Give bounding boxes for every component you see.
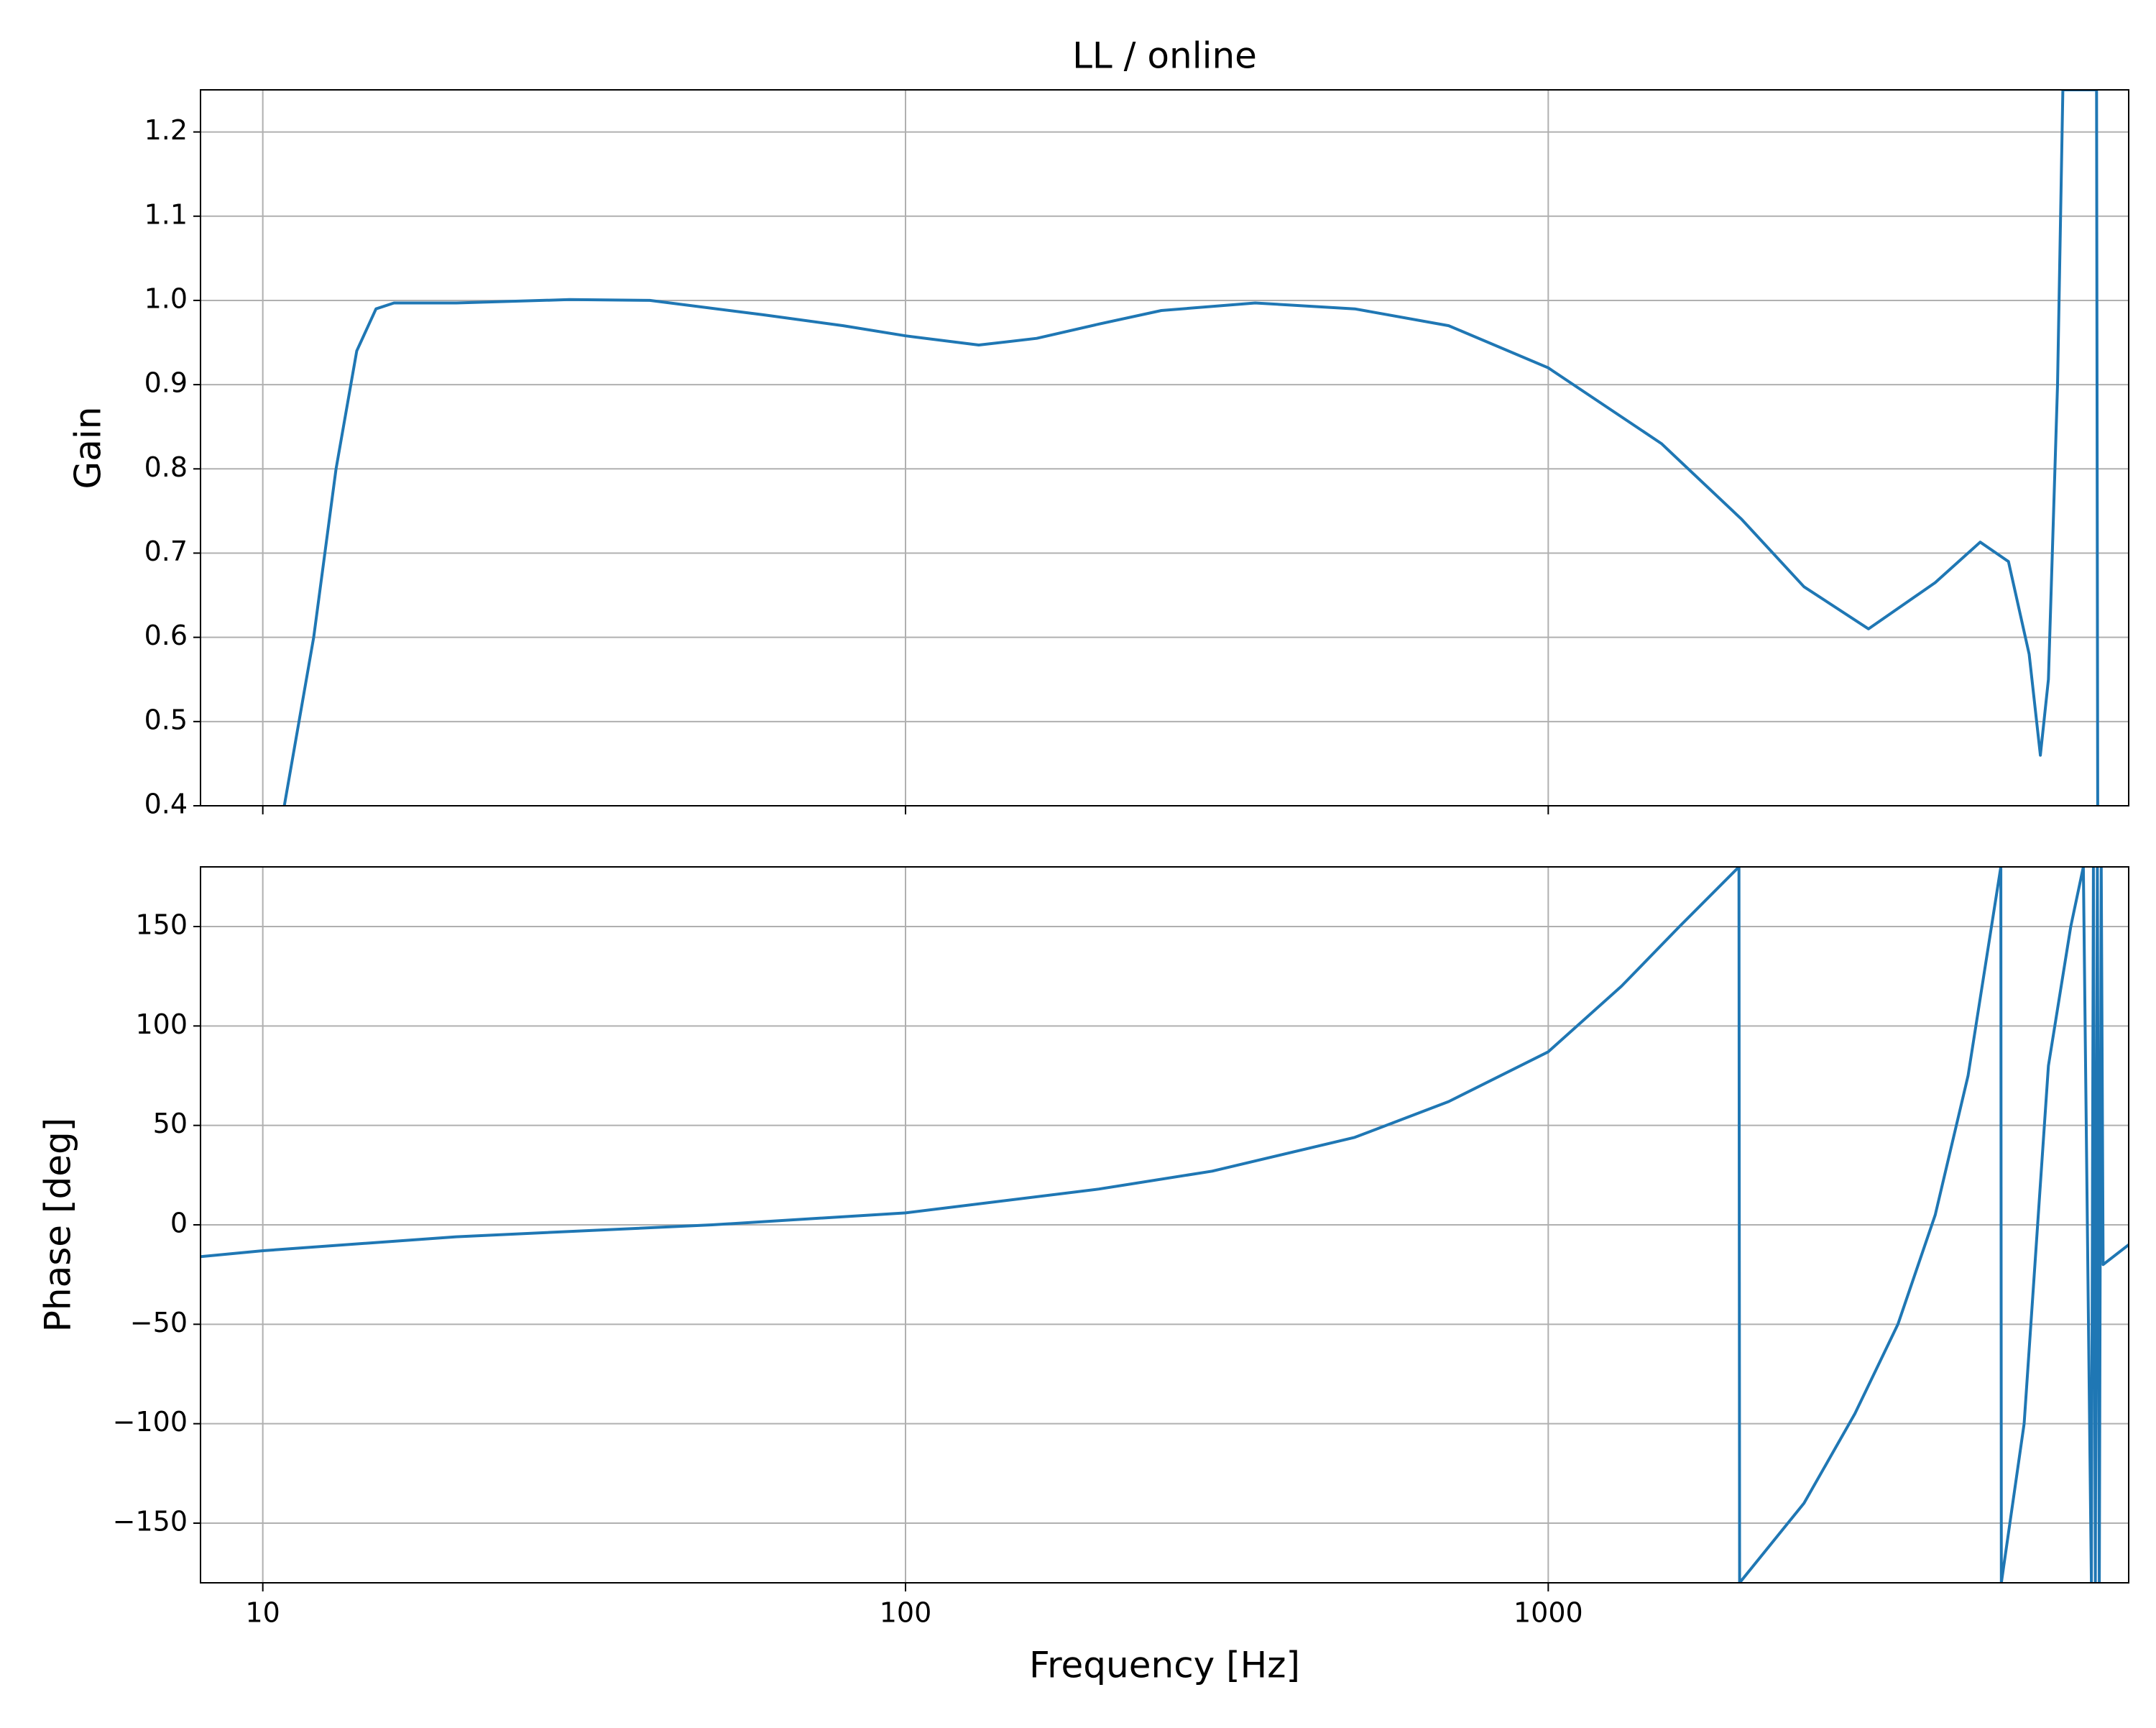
y-tick-label: 0.7 — [144, 536, 188, 567]
y-tick-label: −50 — [130, 1307, 188, 1338]
x-tick-label: 1000 — [1514, 1597, 1583, 1629]
line — [282, 90, 2099, 806]
y-axis-label: Phase [deg] — [37, 1118, 79, 1332]
y-tick-label: 0.6 — [144, 620, 188, 651]
y-tick-label: 150 — [135, 909, 188, 941]
y-tick-label: 0.8 — [144, 451, 188, 483]
y-tick-label: −150 — [113, 1506, 188, 1538]
x-tick-label: 100 — [880, 1597, 932, 1629]
y-tick-label: −100 — [113, 1406, 188, 1438]
y-tick-label: 50 — [153, 1108, 188, 1139]
axes-frame — [200, 866, 2129, 1584]
y-tick-label: 0.9 — [144, 367, 188, 399]
y-tick-label: 1.0 — [144, 282, 188, 314]
line — [201, 867, 2129, 1583]
y-tick-label: 0.4 — [144, 789, 188, 820]
y-tick-label: 1.2 — [144, 114, 188, 146]
y-tick-label: 1.1 — [144, 198, 188, 230]
x-tick-label: 10 — [245, 1597, 280, 1629]
y-tick-label: 0.5 — [144, 704, 188, 735]
y-tick-label: 0 — [170, 1208, 188, 1239]
axes-frame — [200, 89, 2129, 806]
x-axis-label: Frequency [Hz] — [1029, 1645, 1300, 1686]
y-tick-label: 100 — [135, 1008, 188, 1040]
chart-title: LL / online — [1072, 35, 1257, 77]
y-axis-label: Gain — [68, 407, 109, 490]
